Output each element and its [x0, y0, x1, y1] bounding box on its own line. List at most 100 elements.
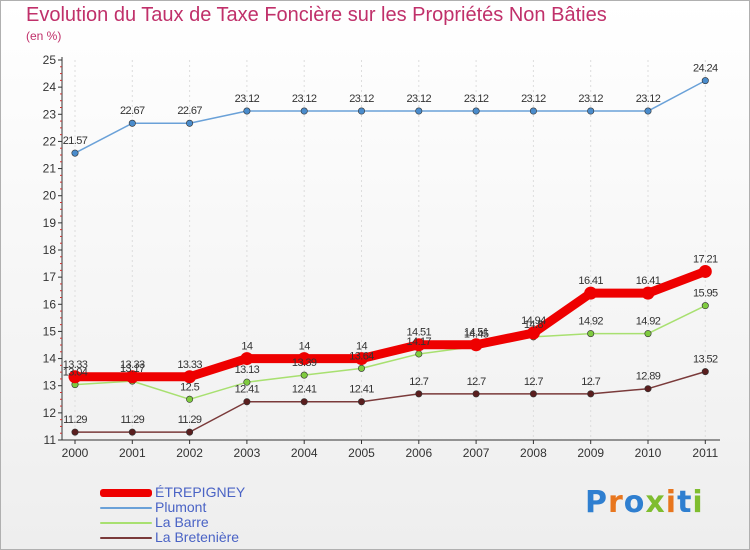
data-label-la-barre: 13.04: [63, 367, 88, 379]
y-tick-label: 13: [43, 379, 57, 393]
x-tick-label: 2007: [463, 446, 490, 460]
y-tick-label: 11: [44, 433, 57, 447]
x-tick-label: 2009: [577, 446, 604, 460]
data-label--trepigney: 13.33: [177, 359, 202, 371]
data-point-la-barre: [186, 395, 194, 403]
data-point--trepigney: [68, 370, 82, 384]
data-point--trepigney: [412, 338, 426, 352]
logo-letter: r: [608, 485, 624, 520]
logo-letter: i: [692, 485, 704, 520]
data-point-la-breteni-re: [529, 390, 537, 398]
legend-label: ÉTREPIGNEY: [155, 484, 246, 500]
data-label--trepigney: 16.41: [578, 275, 603, 287]
x-tick-label: 2010: [635, 446, 662, 460]
data-label--trepigney: 13.33: [120, 359, 145, 371]
data-label-la-breteni-re: 12.7: [467, 376, 486, 388]
data-label--trepigney: 17.21: [693, 253, 718, 265]
data-point--trepigney: [698, 264, 712, 278]
data-label--trepigney: 14.51: [407, 327, 432, 339]
y-axis-unit: (en %): [26, 29, 62, 43]
data-label-la-breteni-re: 13.52: [693, 354, 718, 366]
data-label-la-breteni-re: 11.29: [178, 414, 202, 426]
data-point-plumont: [587, 107, 595, 115]
x-tick-label: 2000: [62, 446, 89, 460]
legend-item: ÉTREPIGNEY: [100, 484, 300, 500]
data-point--trepigney: [125, 370, 139, 384]
y-tick-label: 23: [43, 107, 57, 121]
y-tick-label: 18: [43, 243, 57, 257]
x-tick-label: 2001: [119, 446, 146, 460]
legend-label: La Barre: [155, 514, 209, 530]
logo-letter: x: [645, 485, 666, 520]
data-label-plumont: 23.12: [235, 93, 260, 105]
data-point-la-barre: [415, 350, 423, 358]
legend: ÉTREPIGNEY Plumont La Barre La Bretenière: [100, 484, 300, 545]
data-label-plumont: 21.57: [63, 135, 88, 147]
data-label-la-breteni-re: 12.7: [524, 376, 543, 388]
data-point-la-breteni-re: [644, 385, 652, 393]
data-point-la-breteni-re: [472, 390, 480, 398]
data-label--trepigney: 14: [356, 341, 368, 353]
data-label-la-barre: 13.17: [120, 363, 145, 375]
legend-label: La Bretenière: [155, 529, 240, 545]
x-tick-label: 2003: [234, 446, 261, 460]
data-label-la-breteni-re: 11.29: [63, 414, 87, 426]
y-tick-label: 21: [43, 162, 57, 176]
data-label-la-breteni-re: 12.41: [292, 384, 317, 396]
data-label-la-barre: 13.13: [235, 364, 260, 376]
data-point-plumont: [300, 107, 308, 115]
data-label-la-breteni-re: 12.89: [636, 371, 661, 383]
data-point-la-breteni-re: [243, 398, 251, 406]
data-label-la-barre: 14.8: [524, 319, 543, 331]
data-label--trepigney: 14.51: [464, 327, 489, 339]
data-label--trepigney: 13.33: [63, 359, 88, 371]
logo-letter: t: [677, 485, 693, 520]
data-point-plumont: [357, 107, 365, 115]
data-point-plumont: [472, 107, 480, 115]
data-point--trepigney: [469, 338, 483, 352]
data-point-plumont: [529, 107, 537, 115]
data-point--trepigney: [183, 370, 197, 384]
data-point-la-barre: [243, 378, 251, 386]
x-tick-label: 2011: [692, 446, 718, 460]
proxiti-logo: Proxiti: [585, 485, 704, 520]
legend-swatch: [100, 522, 152, 524]
data-label-plumont: 24.24: [693, 63, 718, 75]
data-label-plumont: 23.12: [464, 93, 489, 105]
data-point-plumont: [186, 119, 194, 127]
data-label--trepigney: 14: [299, 341, 311, 353]
data-point-plumont: [701, 77, 709, 85]
series-line--trepigney: [70, 266, 710, 382]
data-point-la-barre: [587, 330, 595, 338]
y-tick-label: 19: [43, 216, 57, 230]
data-point--trepigney: [641, 286, 655, 300]
data-point-la-barre: [300, 371, 308, 379]
y-tick-label: 22: [43, 134, 57, 148]
axes: 11 12 13 14 15 16 17 18 19 20 21 22 23 24 25 2000 2001 20…: [43, 53, 720, 460]
logo-letter: i: [665, 485, 678, 520]
data-point-la-breteni-re: [415, 390, 423, 398]
data-label-plumont: 23.12: [349, 93, 374, 105]
data-label-la-barre: 14.45: [464, 328, 489, 340]
data-point-la-breteni-re: [300, 398, 308, 406]
data-label--trepigney: 16.41: [636, 275, 661, 287]
data-point--trepigney: [355, 352, 368, 366]
data-point-plumont: [644, 107, 652, 115]
series-line-la-barre: [74, 304, 707, 401]
data-label-la-breteni-re: 12.7: [581, 376, 600, 388]
legend-item: Plumont: [100, 499, 300, 515]
x-tick-label: 2006: [405, 446, 432, 460]
data-point-la-breteni-re: [71, 428, 79, 436]
legend-label: Plumont: [155, 499, 207, 515]
logo-letter: P: [585, 485, 608, 520]
data-point-la-breteni-re: [587, 390, 595, 398]
legend-swatch: [100, 537, 152, 539]
legend-item: La Bretenière: [100, 529, 300, 545]
x-tick-label: 2004: [291, 446, 318, 460]
data-point-la-breteni-re: [357, 398, 365, 406]
x-tick-label: 2008: [520, 446, 547, 460]
value-labels: 11.29 11.29 11.29 12.41 12.41 12.41 12.7 12.7 12…: [63, 63, 719, 427]
data-point-la-breteni-re: [128, 428, 136, 436]
legend-swatch: [100, 507, 152, 509]
